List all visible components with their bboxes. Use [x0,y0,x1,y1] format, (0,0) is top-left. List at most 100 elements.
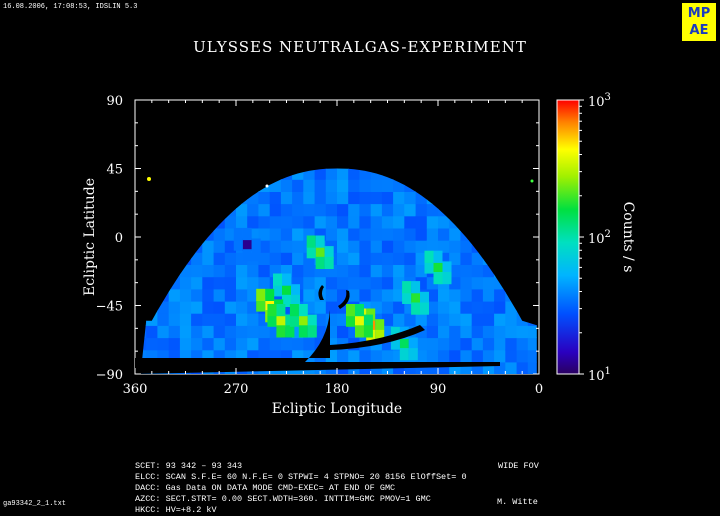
heatmap-hotspot-halo [346,304,355,317]
heatmap-hotspot-halo [402,291,412,304]
heatmap-cell [292,168,304,180]
heatmap-cell [280,252,293,265]
heatmap-cell [415,361,428,374]
heatmap-cell [269,203,282,217]
heatmap-hotspot-halo [289,304,299,317]
heatmap-cell [415,227,428,241]
heatmap-cell [348,191,360,205]
heatmap-cell [140,227,147,241]
heatmap-cell [236,325,248,339]
heatmap-hotspot-halo [307,325,317,338]
heatmap-hotspot-halo [402,281,412,294]
heatmap-cell [370,179,383,192]
heatmap-cell [393,240,405,253]
heatmap-cell [449,264,461,278]
footer-azcc: AZCC: SECT.STRT= 0.00 SECT.WDTH=360. INT… [135,494,431,504]
heatmap-cell [449,215,461,229]
heatmap-hotspot-halo [273,284,282,297]
heatmap-cell [381,168,394,180]
heatmap-hotspot-halo [276,325,286,338]
heatmap-cell [325,300,338,314]
heatmap-cell [438,300,450,314]
heatmap-cell [505,191,518,205]
heatmap-hotspot-halo [433,250,443,263]
heatmap-cell [213,349,226,363]
heatmap-cell [213,179,226,192]
heatmap-cell [348,325,360,339]
heatmap-cell [393,264,405,278]
heatmap-cell [325,191,338,205]
heatmap-cell [325,203,338,217]
heatmap-cell [381,325,394,339]
heatmap-cell [527,179,537,192]
heatmap-cell [146,288,158,302]
heatmap-cell [348,215,360,229]
heatmap-cell [247,325,259,339]
heatmap-cell [404,155,416,168]
heatmap-cell [202,215,215,229]
x-tick-label: 180 [325,382,350,397]
heatmap-cell [482,168,495,180]
heatmap-cell [191,349,203,363]
heatmap-cell [281,155,293,168]
heatmap-cell [140,288,147,302]
heatmap-cell [168,337,181,351]
x-tick-label: 270 [224,382,249,397]
heatmap-cell [236,337,248,351]
heatmap-cell [370,300,383,314]
footer-scet: SCET: 93 342 – 93 343 [135,461,243,471]
heatmap-cell [292,227,304,241]
heatmap-cell [224,264,237,278]
heatmap-cell [381,337,394,351]
heatmap-cell [213,325,226,339]
heatmap-cell [224,313,237,326]
heatmap-cell [179,349,192,363]
heatmap-cell [438,252,450,265]
footer-block: SCET: 93 342 – 93 343 ELCC: SCAN S.F.E= … [135,461,467,516]
heatmap-cell [505,155,517,168]
heatmap-cell [314,191,327,205]
heatmap-cell [214,155,226,168]
heatmap-cell [482,264,495,278]
heatmap-cell [168,168,181,180]
heatmap-cell [438,155,450,168]
heatmap-cell [482,361,495,374]
heatmap-cell [236,313,248,326]
heatmap-hotspot-halo [298,304,308,317]
heatmap-cell [247,349,259,363]
heatmap-cell [213,337,226,351]
heatmap-cell [494,155,506,168]
heatmap-cell [471,325,484,339]
heatmap-cell [303,288,316,302]
heatmap-cell [337,276,349,290]
heatmap-cell [393,313,405,326]
heatmap-cell [416,155,428,168]
heatmap-cell [460,252,473,265]
heatmap-cell [213,191,226,205]
heatmap-cell [505,179,518,192]
heatmap-cell [381,349,394,363]
heatmap-cell [292,240,304,253]
heatmap-cell [292,215,304,229]
heatmap-cell [460,325,473,339]
heatmap-cell [516,179,529,192]
heatmap-cell [359,264,372,278]
heatmap-cell [314,276,327,290]
heatmap-cell [325,276,338,290]
heatmap-cell [258,203,271,217]
heatmap-cell [157,227,170,241]
heatmap-cell [247,276,259,290]
heatmap-cell [482,325,495,339]
heatmap-cell [213,240,226,253]
heatmap-cell [179,203,192,217]
logo-text: MP AE [687,6,711,38]
heatmap-cell [213,168,226,180]
heatmap-cell [168,349,181,363]
heatmap-cell [225,155,237,168]
heatmap-cell [494,179,506,192]
heatmap-hotspot-halo [346,314,355,327]
heatmap-cell [202,155,214,168]
heatmap-hotspot-halo [355,325,364,338]
heatmap-cell [179,179,192,192]
heatmap-cell [168,215,181,229]
